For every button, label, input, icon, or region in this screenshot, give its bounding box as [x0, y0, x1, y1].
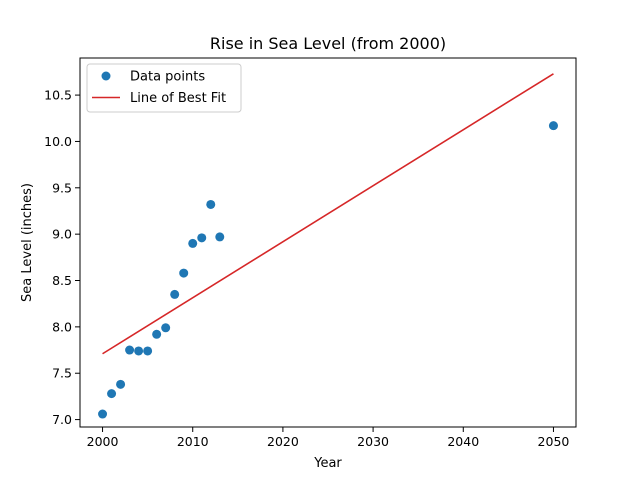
legend: Data points Line of Best Fit [86, 63, 242, 113]
y-tick-label: 9.0 [52, 227, 72, 242]
data-point [197, 233, 207, 243]
y-axis: 7.0 7.5 8.0 8.5 9.0 9.5 10.0 10.5 [44, 88, 80, 427]
x-tick-label: 2040 [447, 434, 479, 449]
legend-marker-data-points [101, 71, 111, 81]
x-axis: 2000 2010 2020 2030 2040 2050 [87, 427, 570, 449]
data-point [206, 199, 216, 209]
data-point [161, 323, 171, 333]
data-point [116, 379, 126, 389]
x-tick-label: 2050 [538, 434, 570, 449]
data-point [98, 409, 108, 419]
chart-title: Rise in Sea Level (from 2000) [210, 34, 446, 53]
data-point [152, 329, 162, 339]
data-point [179, 268, 189, 278]
x-tick-label: 2000 [87, 434, 119, 449]
x-tick-label: 2020 [267, 434, 299, 449]
y-tick-label: 7.5 [52, 366, 72, 381]
legend-label-data-points: Data points [130, 70, 205, 85]
data-point [215, 232, 225, 242]
y-tick-label: 10.0 [44, 134, 72, 149]
data-point [125, 345, 135, 355]
legend-box [86, 63, 242, 113]
axes-frame [79, 57, 577, 428]
data-point [548, 121, 558, 131]
best-fit-line [102, 73, 554, 355]
y-tick-label: 7.0 [52, 412, 72, 427]
data-point [107, 389, 117, 399]
plot-area [98, 73, 558, 419]
y-tick-label: 10.5 [44, 88, 72, 103]
x-tick-label: 2030 [357, 434, 389, 449]
y-tick-label: 8.0 [52, 319, 72, 334]
x-tick-label: 2010 [177, 434, 209, 449]
y-tick-label: 9.5 [52, 180, 72, 195]
legend-label-best-fit: Line of Best Fit [130, 91, 226, 106]
data-point [170, 289, 180, 299]
y-tick-label: 8.5 [52, 273, 72, 288]
data-point [134, 346, 144, 356]
data-point [143, 346, 153, 356]
x-axis-label: Year [313, 456, 342, 471]
data-point [188, 238, 198, 248]
y-axis-label: Sea Level (inches) [20, 183, 35, 302]
